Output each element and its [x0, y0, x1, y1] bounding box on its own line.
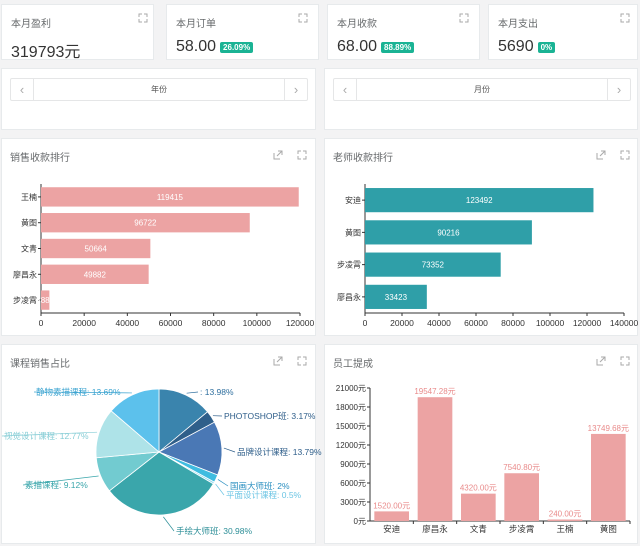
expand-icon[interactable] — [620, 150, 630, 160]
stat-value: 319793元 — [11, 44, 81, 61]
expand-icon[interactable] — [138, 13, 148, 23]
stat-card-receipts: 本月收款 68.00 88.89% — [327, 4, 480, 60]
stat-badge: 26.09% — [220, 41, 254, 53]
export-icon[interactable] — [273, 356, 283, 366]
stat-value-row: 5690 0% — [498, 38, 556, 56]
stat-value-row: 319793元 — [11, 38, 80, 62]
expand-icon[interactable] — [298, 13, 308, 23]
stat-value: 5690 — [498, 38, 534, 55]
stat-label: 本月盈利 — [11, 19, 51, 30]
month-label: 月份 — [474, 85, 490, 94]
month-pager: ‹ 月份 › — [333, 78, 631, 101]
stat-card-profit: 本月盈利 319793元 — [1, 4, 154, 62]
stat-value-row: 68.00 88.89% — [337, 38, 415, 56]
expand-icon[interactable] — [459, 13, 469, 23]
expand-icon[interactable] — [620, 356, 630, 366]
export-icon[interactable] — [273, 150, 283, 160]
prev-year-button[interactable]: ‹ — [11, 79, 34, 100]
expand-icon[interactable] — [297, 356, 307, 366]
sales-title: 销售收款排行 — [10, 153, 70, 164]
teacher-panel — [324, 138, 638, 336]
stat-value: 58.00 — [176, 38, 217, 55]
expand-icon[interactable] — [297, 150, 307, 160]
export-icon[interactable] — [596, 150, 606, 160]
stat-value: 68.00 — [337, 38, 378, 55]
stat-card-orders: 本月订单 58.00 26.09% — [166, 4, 319, 60]
course-panel — [1, 344, 316, 544]
year-pager: ‹ 年份 › — [10, 78, 308, 101]
stat-badge: 0% — [537, 41, 556, 53]
next-month-button[interactable]: › — [607, 79, 630, 100]
sales-panel — [1, 138, 316, 336]
next-year-button[interactable]: › — [284, 79, 307, 100]
stat-label: 本月支出 — [498, 19, 538, 30]
teacher-title: 老师收款排行 — [333, 153, 393, 164]
stat-value-row: 58.00 26.09% — [176, 38, 254, 56]
export-icon[interactable] — [596, 356, 606, 366]
stat-card-expenses: 本月支出 5690 0% — [488, 4, 638, 60]
stat-label: 本月订单 — [176, 19, 216, 30]
prev-month-button[interactable]: ‹ — [334, 79, 357, 100]
year-label: 年份 — [151, 85, 167, 94]
stat-badge: 88.89% — [381, 41, 415, 53]
stat-label: 本月收款 — [337, 19, 377, 30]
staff-title: 员工提成 — [333, 359, 373, 370]
course-title: 课程销售占比 — [10, 359, 70, 370]
expand-icon[interactable] — [620, 13, 630, 23]
staff-panel — [324, 344, 638, 544]
